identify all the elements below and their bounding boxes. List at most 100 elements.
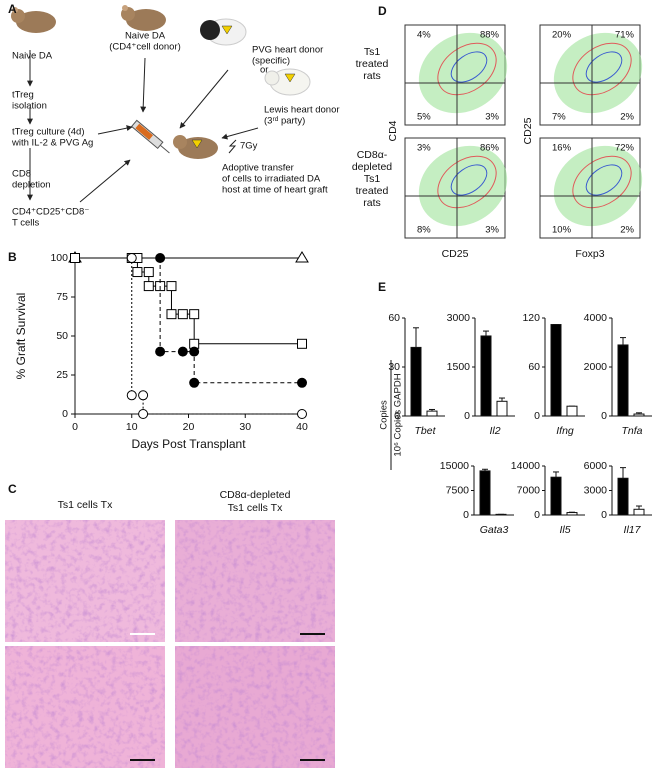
density-contour (437, 155, 497, 209)
quadrant-percent: 7% (552, 112, 566, 123)
marker (126, 253, 137, 263)
y-tick-label: 0 (534, 509, 540, 521)
diagram-text: isolation (12, 101, 47, 112)
bar (617, 477, 629, 516)
x-tick-label: 0 (72, 421, 78, 433)
marker (155, 346, 166, 357)
density-contour (450, 164, 488, 196)
y-tick-label: 0 (534, 410, 540, 422)
arrow (179, 69, 229, 129)
diagram-text: Naive DA (12, 51, 53, 62)
histology-images (5, 520, 335, 768)
diagram-text: with IL-2 & PVG Ag (11, 138, 93, 149)
bar (633, 508, 645, 516)
density-contour (572, 42, 632, 96)
diagram-text: PVG heart donor (252, 45, 323, 56)
y-tick-label: 50 (56, 330, 68, 342)
flow-plot: 16% 72% 10% 2% (539, 137, 643, 239)
marker (126, 390, 137, 401)
bar (566, 405, 578, 417)
x-tick-label: 10 (126, 421, 138, 433)
y-tick-label: 0 (464, 410, 470, 422)
diagram-text: 7Gy (240, 141, 258, 152)
quadrant-percent: 16% (552, 143, 572, 154)
axis-title: CD25 (442, 248, 469, 260)
diagram-text: Naive DA (125, 31, 166, 42)
x-tick-label: 40 (296, 421, 308, 433)
quadrant-percent: 3% (485, 225, 499, 236)
row-label: Ts1 (364, 46, 381, 58)
quadrant-percent: 8% (417, 225, 431, 236)
marker (297, 377, 307, 388)
marker (189, 309, 200, 320)
x-axis-title: Il5 (559, 524, 570, 536)
y-tick-label: 14000 (511, 460, 540, 472)
row-label: rats (363, 197, 381, 209)
rat-icon (264, 68, 311, 96)
marker (297, 338, 307, 349)
quadrant-percent: 3% (485, 112, 499, 123)
image-title: CD8α-depleted (220, 489, 291, 501)
y-tick-label: 3000 (584, 484, 608, 496)
bar (495, 513, 507, 516)
quadrant-percent: 10% (552, 225, 572, 236)
arrow (221, 127, 259, 140)
flow-plot: 4% 88% 5% 3% (404, 24, 508, 126)
y-tick-label: 0 (394, 410, 400, 422)
y-tick-label: 60 (388, 312, 400, 324)
marker (189, 377, 200, 388)
marker (155, 253, 166, 263)
panel-label: C (8, 482, 17, 496)
diagram-text: tTreg (12, 90, 34, 101)
histology-texture (175, 520, 335, 642)
row-label: treated (356, 185, 389, 197)
x-axis-title: Tbet (414, 425, 436, 437)
density-cloud (418, 32, 508, 114)
diagram-text: tTreg culture (4d) (12, 127, 85, 138)
diagram-text: depletion (12, 180, 51, 191)
y-tick-label: 60 (528, 361, 540, 373)
row-label: rats (363, 70, 381, 82)
diagram-art (11, 5, 311, 203)
marker (138, 390, 149, 401)
x-axis-title: Il2 (489, 425, 500, 437)
row-label: treated (356, 58, 389, 70)
x-tick-label: 30 (239, 421, 251, 433)
density-contour (450, 51, 488, 83)
row-label: depleted (352, 161, 392, 173)
diagram-text: host at time of heart graft (222, 185, 328, 196)
axis-title: 10⁶ Copies GAPDH (393, 373, 404, 456)
y-tick-label: 4000 (584, 312, 608, 324)
y-tick-label: 120 (522, 312, 540, 324)
marker (177, 346, 188, 357)
marker (143, 267, 154, 278)
y-tick-label: 2000 (584, 361, 608, 373)
x-tick-label: 20 (183, 421, 195, 433)
histology-texture (5, 520, 165, 642)
y-tick-label: 100 (50, 252, 68, 264)
marker (189, 346, 200, 357)
density-cloud (553, 32, 643, 114)
density-contour (585, 51, 623, 83)
panel-label: B (8, 250, 17, 264)
y-tick-label: 75 (56, 291, 68, 303)
axis-title: CD25 (522, 117, 534, 144)
y-tick-label: 25 (56, 369, 68, 381)
x-axis-title: Ifng (556, 425, 574, 437)
y-tick-label: 1500 (447, 361, 471, 373)
row-label: CD8α- (357, 149, 388, 161)
axis-title: Foxp3 (575, 248, 604, 260)
row-label: Ts1 (364, 173, 381, 185)
marker (297, 409, 307, 419)
marker (177, 309, 188, 320)
rat-icon (11, 7, 56, 33)
marker (166, 281, 177, 292)
diagram-text: CD4⁺CD25⁺CD8⁻ (12, 207, 89, 218)
y-tick-label: 0 (463, 509, 469, 521)
diagram-text: Lewis heart donor (264, 105, 340, 116)
histology-texture (175, 646, 335, 768)
arrow (140, 57, 147, 113)
radiation-icon (228, 139, 237, 154)
marker (132, 267, 143, 278)
diagram-text: CD8 (12, 169, 31, 180)
